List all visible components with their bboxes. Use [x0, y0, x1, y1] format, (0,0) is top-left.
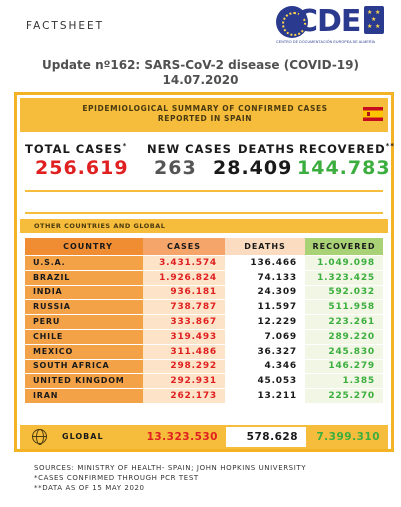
recovered-cell: 289.220: [305, 329, 383, 344]
table-row: INDIA 936.181 24.309 592.032: [25, 285, 383, 300]
global-row: GLOBAL 13.323.530 578.628 7.399.310: [20, 425, 388, 449]
spain-summary-banner: EPIDEMIOLOGICAL SUMMARY OF CONFIRMED CAS…: [20, 98, 388, 132]
deaths-value: 28.409: [213, 157, 293, 179]
country-cell: U.S.A.: [25, 256, 143, 270]
deaths-cell: 136.466: [225, 256, 305, 270]
global-cases: 13.323.530: [142, 427, 224, 447]
cases-cell: 738.787: [143, 300, 225, 315]
globe-icon: [32, 429, 47, 445]
logo-text: CDE: [296, 4, 361, 39]
country-cell: RUSSIA: [25, 300, 143, 315]
cases-cell: 333.867: [143, 315, 225, 329]
total-cases-label-text: TOTAL CASES: [25, 142, 123, 156]
summary-frame: EPIDEMIOLOGICAL SUMMARY OF CONFIRMED CAS…: [14, 92, 394, 452]
divider: [25, 190, 383, 192]
cde-logo: CDE ★ ★ ★ ★ ★ CENTRO DE DOCUMENTACIÓN EURO…: [276, 4, 386, 50]
global-recovered: 7.399.310: [308, 427, 386, 447]
eu-flag-icon: ★ ★ ★ ★ ★: [364, 6, 384, 34]
table-row: PERU 333.867 12.229 223.261: [25, 315, 383, 329]
global-deaths: 578.628: [226, 427, 306, 447]
deaths-cell: 45.053: [225, 374, 305, 389]
recovered-cell: 245.830: [305, 344, 383, 359]
table-row: BRAZIL 1.926.824 74.133 1.323.425: [25, 270, 383, 285]
country-cell: IRAN: [25, 389, 143, 403]
update-heading: Update nº162: SARS-CoV-2 disease (COVID-…: [0, 58, 401, 88]
recovered-cell: 223.261: [305, 315, 383, 329]
new-cases-label: NEW CASES: [147, 142, 232, 156]
column-header-deaths: DEATHS: [225, 238, 305, 255]
column-header-recovered: RECOVERED: [305, 238, 383, 255]
recovered-value: 144.783: [297, 157, 391, 179]
table-header-row: COUNTRY CASES DEATHS RECOVERED: [25, 238, 383, 255]
total-cases-mark: *: [122, 142, 128, 151]
country-cell: BRAZIL: [25, 270, 143, 285]
banner-subtitle: REPORTED IN SPAIN: [157, 114, 253, 123]
pcr-note: *CASES CONFIRMED THROUGH PCR TEST: [34, 474, 199, 482]
other-countries-label: OTHER COUNTRIES AND GLOBAL: [20, 219, 388, 233]
recovered-label: RECOVERED**: [299, 142, 395, 156]
deaths-cell: 7.069: [225, 329, 305, 344]
country-cell: MEXICO: [25, 344, 143, 359]
cases-cell: 292.931: [143, 374, 225, 389]
spain-flag-icon: [363, 107, 383, 121]
table-row: UNITED KINGDOM 292.931 45.053 1.385: [25, 374, 383, 389]
deaths-cell: 74.133: [225, 270, 305, 285]
cases-cell: 319.493: [143, 329, 225, 344]
recovered-mark: **: [385, 142, 395, 151]
recovered-cell: 1.049.098: [305, 256, 383, 270]
factsheet-label: FACTSHEET: [26, 20, 105, 32]
column-header-cases: CASES: [143, 238, 225, 255]
date-note: **DATA AS OF 15 MAY 2020: [34, 484, 145, 492]
deaths-cell: 36.327: [225, 344, 305, 359]
column-header-country: COUNTRY: [25, 238, 143, 255]
country-cell: CHILE: [25, 329, 143, 344]
recovered-cell: 225.270: [305, 389, 383, 403]
global-label: GLOBAL: [62, 432, 104, 441]
recovered-cell: 1.385: [305, 374, 383, 389]
table-row: RUSSIA 738.787 11.597 511.958: [25, 300, 383, 315]
cases-cell: 298.292: [143, 359, 225, 374]
recovered-cell: 146.279: [305, 359, 383, 374]
deaths-cell: 11.597: [225, 300, 305, 315]
total-cases-value: 256.619: [35, 157, 129, 179]
cases-cell: 3.431.574: [143, 256, 225, 270]
new-cases-value: 263: [154, 157, 197, 179]
logo-emblem-icon: [276, 6, 308, 38]
table-row: IRAN 262.173 13.211 225.270: [25, 389, 383, 403]
cases-cell: 936.181: [143, 285, 225, 300]
divider: [25, 212, 383, 214]
footnotes: SOURCES: MINISTRY OF HEALTH- SPAIN; JOHN…: [34, 463, 306, 493]
country-cell: PERU: [25, 315, 143, 329]
cases-cell: 311.486: [143, 344, 225, 359]
recovered-cell: 592.032: [305, 285, 383, 300]
recovered-cell: 1.323.425: [305, 270, 383, 285]
deaths-cell: 13.211: [225, 389, 305, 403]
cases-cell: 1.926.824: [143, 270, 225, 285]
sources-note: SOURCES: MINISTRY OF HEALTH- SPAIN; JOHN…: [34, 464, 307, 472]
update-title: Update nº162: SARS-CoV-2 disease (COVID-…: [42, 58, 359, 72]
banner-title: EPIDEMIOLOGICAL SUMMARY OF CONFIRMED CAS…: [82, 104, 328, 113]
table-row: SOUTH AFRICA 298.292 4.346 146.279: [25, 359, 383, 374]
recovered-cell: 511.958: [305, 300, 383, 315]
country-cell: UNITED KINGDOM: [25, 374, 143, 389]
logo-subtitle: CENTRO DE DOCUMENTACIÓN EUROPEA DE ALMER…: [276, 40, 376, 44]
cases-cell: 262.173: [143, 389, 225, 403]
recovered-label-text: RECOVERED: [299, 142, 386, 156]
countries-table: COUNTRY CASES DEATHS RECOVERED U.S.A. 3.4…: [25, 237, 383, 404]
deaths-cell: 4.346: [225, 359, 305, 374]
update-date: 14.07.2020: [162, 73, 239, 87]
table-row: U.S.A. 3.431.574 136.466 1.049.098: [25, 256, 383, 270]
total-cases-label: TOTAL CASES*: [25, 142, 127, 156]
country-cell: SOUTH AFRICA: [25, 359, 143, 374]
table-row: CHILE 319.493 7.069 289.220: [25, 329, 383, 344]
country-cell: INDIA: [25, 285, 143, 300]
deaths-cell: 12.229: [225, 315, 305, 329]
deaths-label: DEATHS: [238, 142, 296, 156]
table-row: MEXICO 311.486 36.327 245.830: [25, 344, 383, 359]
deaths-cell: 24.309: [225, 285, 305, 300]
